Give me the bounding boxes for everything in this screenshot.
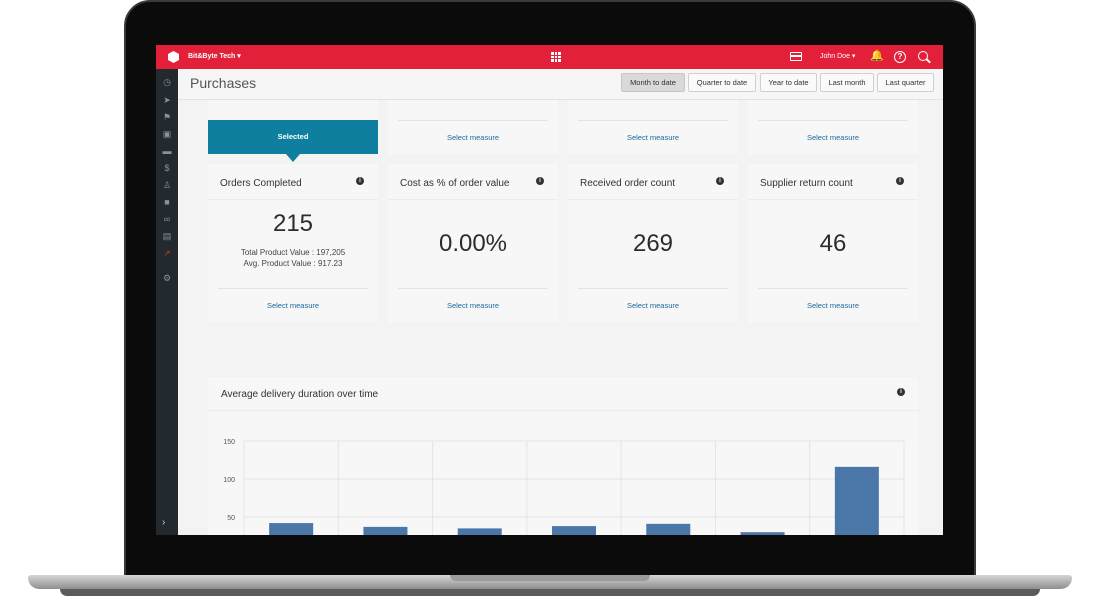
card-title: Orders Completed [220, 178, 302, 189]
delivery-duration-chart-card: Average delivery duration over time i 05… [208, 377, 918, 535]
screen: Bit&Byte Tech ▾ John Doe ▾ 🔔 ? ◷ ➤ ⚑ ▣ ▬… [156, 45, 943, 535]
bar-segment [646, 523, 691, 535]
chart-title: Average delivery duration over time [221, 389, 379, 400]
select-measure-link[interactable]: Select measure [806, 301, 860, 310]
laptop-notch [450, 575, 650, 581]
dashboard-icon[interactable]: ◷ [163, 77, 171, 87]
user-menu[interactable]: John Doe ▾ [820, 53, 856, 60]
tab-last-month[interactable]: Last month [820, 73, 874, 92]
help-icon[interactable]: ? [894, 51, 906, 63]
tab-year-to-date[interactable]: Year to date [760, 73, 817, 92]
select-measure-link[interactable]: Select measure [266, 301, 320, 310]
bell-icon[interactable]: 🔔 [870, 50, 884, 62]
kpi-card-received-order-count[interactable]: Received order count i 269 Select measur… [568, 164, 738, 322]
expand-nav-icon[interactable]: › [162, 517, 166, 528]
top-card-4: Select measure [748, 100, 918, 154]
tab-month-to-date[interactable]: Month to date [621, 73, 685, 92]
people-icon[interactable]: ♙ [162, 180, 172, 190]
page-header: Purchases Month to date Quarter to date … [178, 69, 943, 100]
bar-segment [269, 523, 314, 535]
settings-icon[interactable]: ⚙ [162, 273, 172, 283]
info-icon[interactable]: i [536, 177, 544, 185]
kpi-card-supplier-return-count[interactable]: Supplier return count i 46 Select measur… [748, 164, 918, 322]
chart-icon[interactable]: ↗ [163, 248, 171, 258]
tag-icon[interactable]: ⚑ [162, 112, 172, 122]
card-title: Cost as % of order value [400, 178, 510, 189]
kpi-card-orders-completed[interactable]: Orders Completed i 215 Total Product Val… [208, 164, 378, 322]
bar-segment [740, 532, 785, 535]
total-product-value: Total Product Value : 197,205 [240, 248, 346, 257]
info-icon[interactable]: i [897, 388, 905, 396]
bar-segment [457, 528, 502, 535]
bar-segment [363, 526, 408, 535]
select-measure-link[interactable]: Select measure [626, 133, 680, 142]
selected-banner: Selected [208, 120, 378, 154]
select-measure-link[interactable]: Select measure [626, 301, 680, 310]
search-icon[interactable] [918, 51, 928, 61]
select-measure-link[interactable]: Select measure [446, 301, 500, 310]
tab-quarter-to-date[interactable]: Quarter to date [688, 73, 756, 92]
y-tick-label: 100 [223, 477, 235, 484]
main-content: Selected Select measure Select measure S… [178, 100, 943, 535]
laptop-base-shadow [60, 589, 1040, 596]
laptop-base [28, 575, 1072, 589]
left-nav: ◷ ➤ ⚑ ▣ ▬ $ ♙ ■ ∞ ▤ ↗ ⚙ › [156, 69, 178, 535]
truck-icon[interactable]: ■ [164, 197, 170, 207]
info-icon[interactable]: i [356, 177, 364, 185]
tab-last-quarter[interactable]: Last quarter [877, 73, 934, 92]
dollar-icon[interactable]: $ [164, 163, 170, 173]
bar-segment [552, 526, 596, 535]
kpi-value: 46 [819, 230, 847, 257]
card-title: Received order count [580, 178, 676, 189]
select-measure-link[interactable]: Select measure [446, 133, 500, 142]
avg-product-value: Avg. Product Value : 917.23 [243, 259, 343, 268]
store-icon[interactable]: ▬ [162, 146, 172, 156]
page-title: Purchases [190, 75, 257, 91]
bar-segment [834, 466, 879, 535]
kpi-card-cost-percent[interactable]: Cost as % of order value i 0.00% Select … [388, 164, 558, 322]
box-icon[interactable]: ▣ [162, 129, 172, 139]
table-icon[interactable]: ▤ [162, 231, 172, 241]
kpi-value: 0.00% [438, 230, 508, 257]
info-icon[interactable]: i [716, 177, 724, 185]
top-card-2: Select measure [388, 100, 558, 154]
bar-chart: 0501001507/20207/20207/20207/20207/20207… [223, 439, 905, 535]
link-icon[interactable]: ∞ [163, 214, 171, 224]
company-switcher[interactable]: Bit&Byte Tech ▾ [188, 53, 241, 60]
kpi-value: 269 [632, 230, 674, 257]
info-icon[interactable]: i [896, 177, 904, 185]
apps-grid-icon[interactable] [551, 52, 561, 62]
top-card-3: Select measure [568, 100, 738, 154]
selected-arrow [286, 154, 300, 162]
select-measure-link[interactable]: Select measure [806, 133, 860, 142]
kpi-value: 215 [272, 210, 314, 237]
logo-icon [168, 51, 179, 63]
y-tick-label: 50 [227, 515, 235, 522]
y-tick-label: 150 [223, 439, 235, 446]
top-bar: Bit&Byte Tech ▾ John Doe ▾ 🔔 ? [156, 45, 943, 69]
navigate-icon[interactable]: ➤ [163, 95, 171, 105]
card-icon[interactable] [790, 52, 802, 61]
card-title: Supplier return count [760, 178, 853, 189]
